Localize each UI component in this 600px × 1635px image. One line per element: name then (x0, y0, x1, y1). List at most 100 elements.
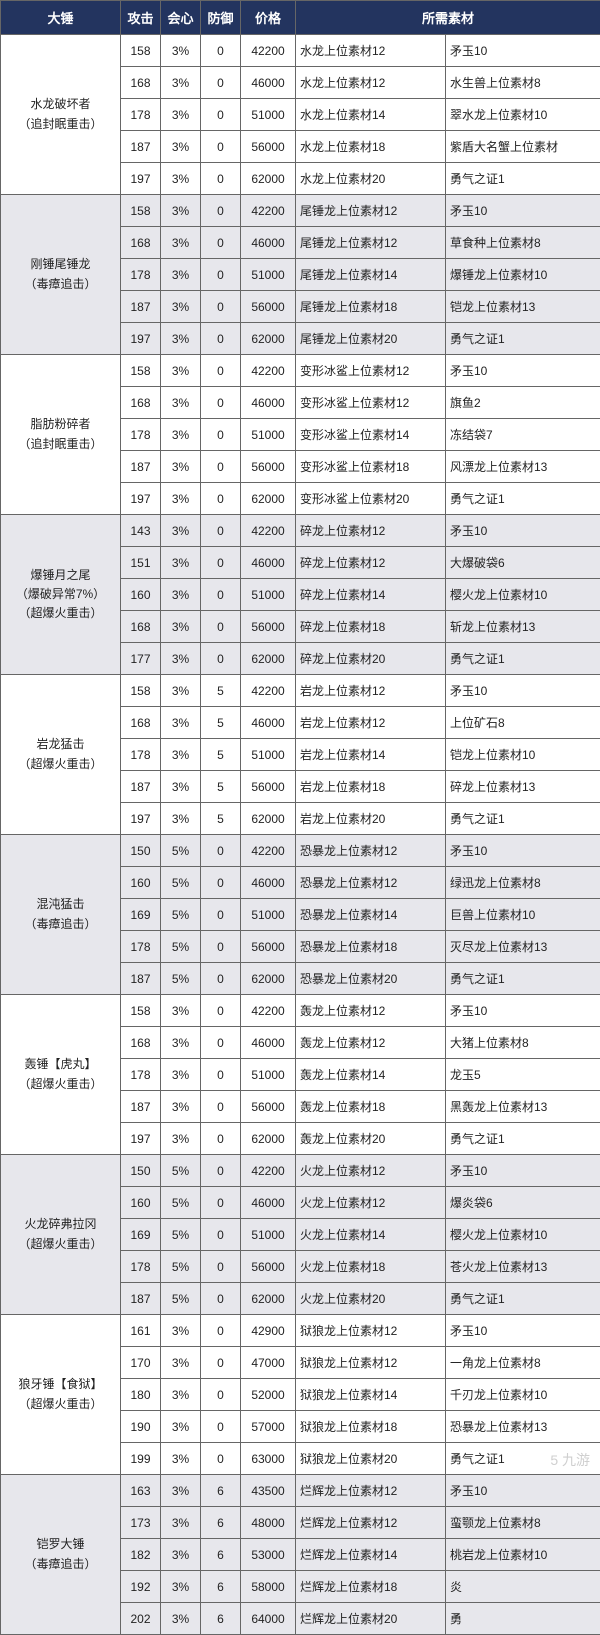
material-cell: 樱火龙上位素材10 (446, 579, 600, 611)
crit-cell: 3% (161, 1571, 201, 1603)
crit-cell: 3% (161, 1379, 201, 1411)
defense-cell: 0 (201, 35, 241, 67)
defense-cell: 0 (201, 387, 241, 419)
crit-cell: 3% (161, 515, 201, 547)
material-cell: 勇气之证1 (446, 963, 600, 995)
price-cell: 51000 (241, 899, 296, 931)
header-attack: 攻击 (121, 1, 161, 35)
material-cell: 狱狼龙上位素材18 (296, 1411, 446, 1443)
attack-cell: 202 (121, 1603, 161, 1635)
crit-cell: 3% (161, 771, 201, 803)
price-cell: 51000 (241, 259, 296, 291)
header-price: 价格 (241, 1, 296, 35)
attack-cell: 178 (121, 1251, 161, 1283)
material-cell: 轰龙上位素材18 (296, 1091, 446, 1123)
material-cell: 变形冰鲨上位素材20 (296, 483, 446, 515)
material-cell: 铠龙上位素材10 (446, 739, 600, 771)
crit-cell: 5% (161, 1219, 201, 1251)
material-cell: 尾锤龙上位素材14 (296, 259, 446, 291)
attack-cell: 197 (121, 1123, 161, 1155)
material-cell: 烂辉龙上位素材12 (296, 1475, 446, 1507)
attack-cell: 197 (121, 803, 161, 835)
material-cell: 火龙上位素材12 (296, 1155, 446, 1187)
material-cell: 恐暴龙上位素材12 (296, 835, 446, 867)
weapon-name: 岩龙猛击（超爆火重击） (1, 675, 121, 835)
crit-cell: 3% (161, 643, 201, 675)
material-cell: 岩龙上位素材12 (296, 675, 446, 707)
price-cell: 48000 (241, 1507, 296, 1539)
crit-cell: 3% (161, 1123, 201, 1155)
defense-cell: 0 (201, 1059, 241, 1091)
crit-cell: 3% (161, 675, 201, 707)
attack-cell: 170 (121, 1347, 161, 1379)
price-cell: 51000 (241, 579, 296, 611)
attack-cell: 187 (121, 1283, 161, 1315)
defense-cell: 0 (201, 323, 241, 355)
material-cell: 尾锤龙上位素材18 (296, 291, 446, 323)
defense-cell: 0 (201, 1315, 241, 1347)
defense-cell: 0 (201, 483, 241, 515)
defense-cell: 0 (201, 643, 241, 675)
defense-cell: 0 (201, 579, 241, 611)
material-cell: 碎龙上位素材14 (296, 579, 446, 611)
defense-cell: 0 (201, 67, 241, 99)
price-cell: 57000 (241, 1411, 296, 1443)
defense-cell: 0 (201, 1187, 241, 1219)
price-cell: 62000 (241, 483, 296, 515)
material-cell: 紫盾大名蟹上位素材 (446, 131, 600, 163)
price-cell: 51000 (241, 99, 296, 131)
crit-cell: 3% (161, 99, 201, 131)
crit-cell: 5% (161, 1155, 201, 1187)
material-cell: 勇气之证1 (446, 323, 600, 355)
attack-cell: 187 (121, 771, 161, 803)
header-crit: 会心 (161, 1, 201, 35)
crit-cell: 3% (161, 1315, 201, 1347)
price-cell: 46000 (241, 67, 296, 99)
attack-cell: 187 (121, 963, 161, 995)
crit-cell: 5% (161, 931, 201, 963)
weapon-name: 轰锤【虎丸】（超爆火重击） (1, 995, 121, 1155)
price-cell: 56000 (241, 611, 296, 643)
defense-cell: 0 (201, 963, 241, 995)
defense-cell: 0 (201, 451, 241, 483)
defense-cell: 0 (201, 1027, 241, 1059)
material-cell: 碎龙上位素材13 (446, 771, 600, 803)
crit-cell: 3% (161, 291, 201, 323)
material-cell: 千刃龙上位素材10 (446, 1379, 600, 1411)
material-cell: 矛玉10 (446, 675, 600, 707)
material-cell: 恐暴龙上位素材12 (296, 867, 446, 899)
material-cell: 恐暴龙上位素材14 (296, 899, 446, 931)
crit-cell: 3% (161, 707, 201, 739)
material-cell: 矛玉10 (446, 1475, 600, 1507)
crit-cell: 3% (161, 131, 201, 163)
material-cell: 碎龙上位素材12 (296, 547, 446, 579)
crit-cell: 5% (161, 899, 201, 931)
price-cell: 64000 (241, 1603, 296, 1635)
crit-cell: 3% (161, 1059, 201, 1091)
price-cell: 46000 (241, 547, 296, 579)
material-cell: 碎龙上位素材18 (296, 611, 446, 643)
attack-cell: 192 (121, 1571, 161, 1603)
attack-cell: 178 (121, 419, 161, 451)
crit-cell: 3% (161, 483, 201, 515)
defense-cell: 5 (201, 707, 241, 739)
defense-cell: 6 (201, 1475, 241, 1507)
defense-cell: 0 (201, 1283, 241, 1315)
attack-cell: 187 (121, 1091, 161, 1123)
material-cell: 碎龙上位素材20 (296, 643, 446, 675)
crit-cell: 3% (161, 323, 201, 355)
header-materials: 所需素材 (296, 1, 600, 35)
defense-cell: 5 (201, 771, 241, 803)
price-cell: 63000 (241, 1443, 296, 1475)
attack-cell: 178 (121, 739, 161, 771)
price-cell: 56000 (241, 771, 296, 803)
price-cell: 46000 (241, 387, 296, 419)
material-cell: 冻结袋7 (446, 419, 600, 451)
material-cell: 苍火龙上位素材13 (446, 1251, 600, 1283)
crit-cell: 3% (161, 1603, 201, 1635)
material-cell: 大猪上位素材8 (446, 1027, 600, 1059)
price-cell: 56000 (241, 1251, 296, 1283)
attack-cell: 169 (121, 899, 161, 931)
material-cell: 风漂龙上位素材13 (446, 451, 600, 483)
attack-cell: 160 (121, 579, 161, 611)
